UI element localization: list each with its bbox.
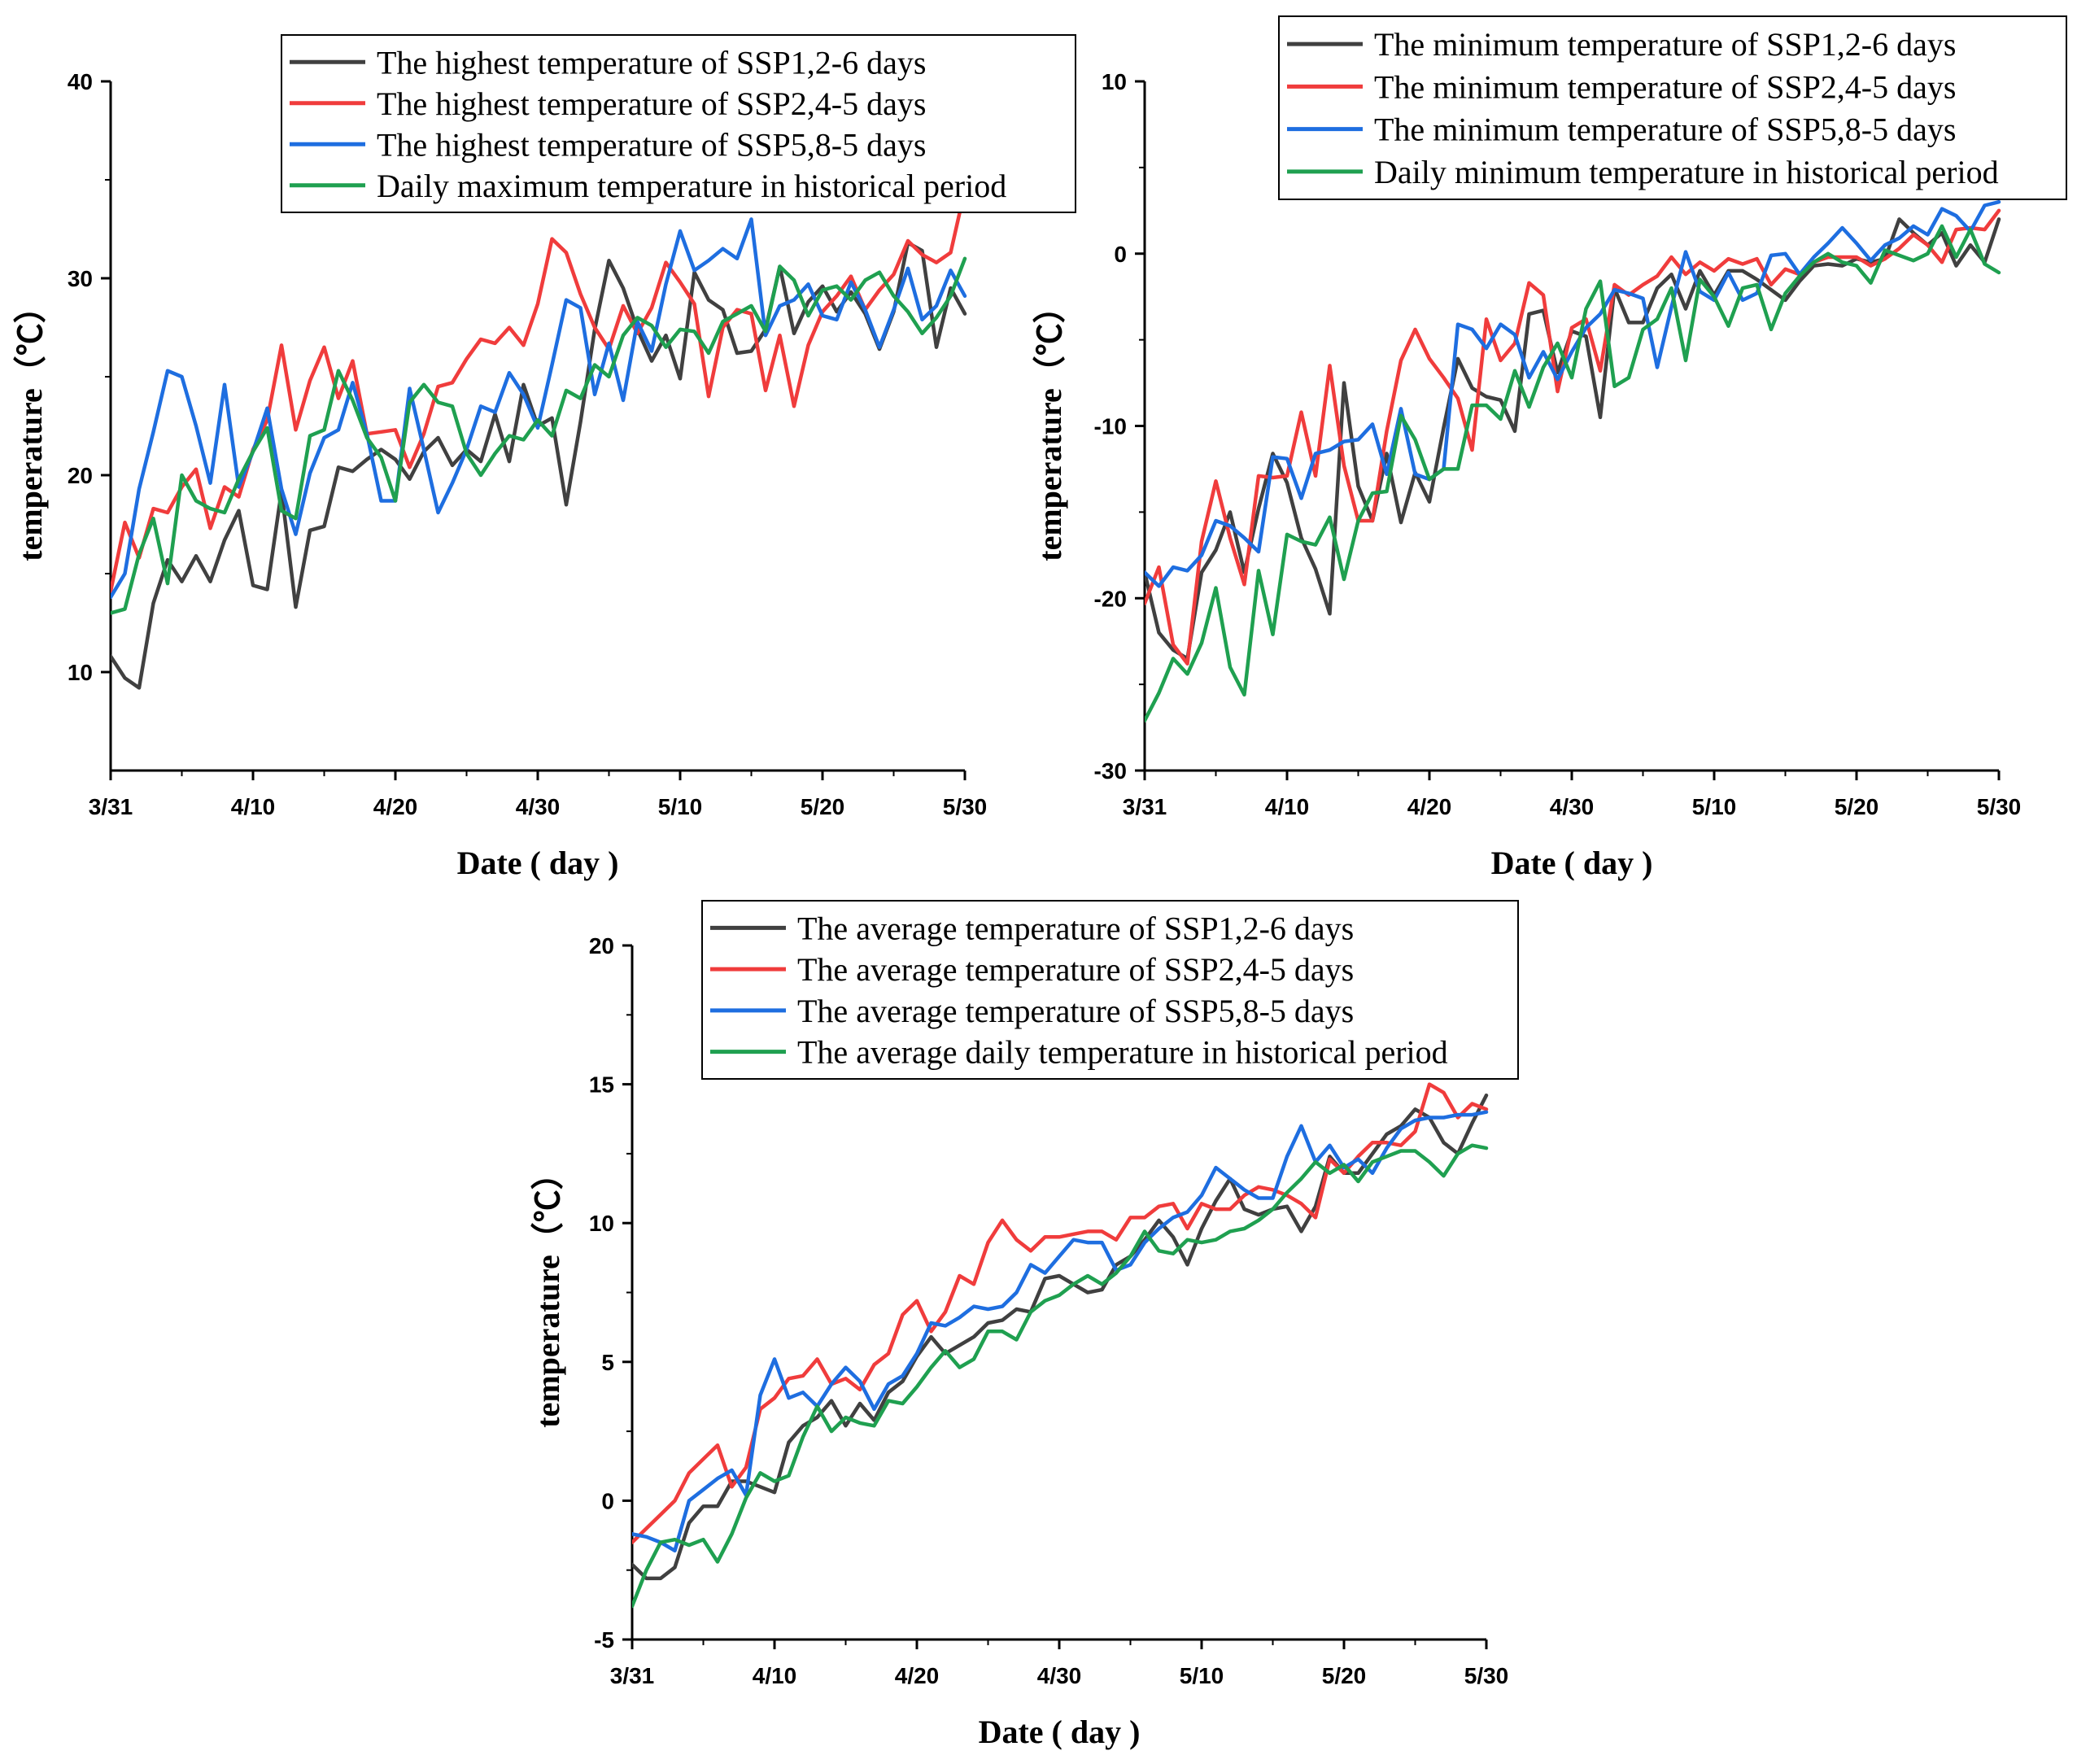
series-line-4 (111, 256, 967, 615)
x-tick-label: 5/10 (658, 794, 703, 819)
x-tick-label: 5/20 (1835, 794, 1879, 819)
x-tick-label: 4/10 (753, 1663, 797, 1688)
x-tick-label: 5/20 (1322, 1663, 1367, 1688)
legend-label-3: The highest temperature of SSP5,8-5 days (377, 126, 926, 163)
x-tick-label: 3/31 (1123, 794, 1167, 819)
y-tick-label: 30 (68, 266, 93, 291)
x-tick-label: 4/30 (1037, 1663, 1082, 1688)
legend-box (701, 900, 1519, 1080)
x-tick-label: 4/10 (231, 794, 276, 819)
x-axis-title: Date ( day ) (979, 1714, 1141, 1750)
y-tick-label: 10 (68, 660, 93, 685)
y-axis-title: temperature（℃） (1032, 290, 1068, 561)
legend-box (281, 34, 1076, 213)
y-tick-label: 40 (68, 69, 93, 94)
x-tick-label: 4/10 (1265, 794, 1310, 819)
legend-label-3: The average temperature of SSP5,8-5 days (797, 993, 1354, 1029)
y-tick-label: 15 (589, 1072, 614, 1098)
x-tick-label: 4/20 (373, 794, 418, 819)
series-line-3 (111, 217, 967, 600)
legend-label-2: The minimum temperature of SSP2,4-5 days (1374, 68, 1956, 105)
y-tick-label: 5 (601, 1350, 614, 1375)
legend-label-2: The average temperature of SSP2,4-5 days (797, 951, 1354, 988)
y-axis-title: temperature（℃） (530, 1157, 566, 1428)
legend: The minimum temperature of SSP1,2-6 days… (1278, 15, 2067, 200)
y-tick-label: 0 (601, 1488, 614, 1513)
x-tick-label: 5/30 (1977, 794, 2022, 819)
y-tick-label: 20 (68, 463, 93, 488)
x-tick-label: 5/30 (1464, 1663, 1509, 1688)
series-line-4 (632, 1143, 1489, 1609)
y-tick-label: 20 (589, 933, 614, 958)
max-temperature-chart: 10 20 30 40 3/31 4/10 4/20 4/30 5/10 5/20 5/30 Date… (12, 34, 1076, 881)
x-tick-label: 5/10 (1180, 1663, 1224, 1688)
y-tick-label: 10 (1102, 69, 1127, 94)
x-tick-label: 4/30 (1550, 794, 1595, 819)
legend: The average temperature of SSP1,2-6 days… (701, 900, 1519, 1080)
legend-label-4: Daily minimum temperature in historical … (1374, 154, 1999, 190)
legend-label-1: The average temperature of SSP1,2-6 days (797, 910, 1354, 946)
x-axis-title: Date ( day ) (1491, 845, 1653, 881)
x-tick-label: 3/31 (610, 1663, 655, 1688)
legend-label-1: The minimum temperature of SSP1,2-6 days (1374, 26, 1956, 63)
series-line-3 (1145, 199, 2001, 588)
series-line-2 (632, 1082, 1489, 1544)
legend-label-2: The highest temperature of SSP2,4-5 days (377, 85, 926, 122)
x-tick-label: 5/10 (1692, 794, 1737, 819)
x-tick-label: 4/20 (895, 1663, 940, 1688)
x-axis-title: Date ( day ) (457, 845, 619, 881)
y-tick-label: -5 (594, 1627, 614, 1653)
legend-label-4: Daily maximum temperature in historical … (377, 168, 1006, 204)
series-line-2 (111, 187, 967, 594)
y-axis-title: temperature（℃） (12, 290, 49, 561)
x-tick-label: 3/31 (89, 794, 133, 819)
series-line-1 (1145, 217, 2001, 661)
x-tick-label: 4/20 (1407, 794, 1452, 819)
x-tick-label: 5/20 (801, 794, 845, 819)
y-tick-label: -10 (1094, 414, 1127, 439)
series-line-2 (1145, 208, 2001, 666)
legend: The highest temperature of SSP1,2-6 days… (281, 34, 1076, 213)
x-tick-label: 4/30 (516, 794, 561, 819)
series-line-3 (632, 1110, 1489, 1553)
x-tick-label: 5/30 (943, 794, 988, 819)
y-tick-label: -20 (1094, 586, 1127, 611)
series-line-1 (111, 241, 967, 690)
min-temperature-chart: -30 -20 -10 0 10 3/31 4/10 4/20 4/30 5/10 5/20 5/30… (1032, 15, 2067, 881)
y-tick-label: -30 (1094, 758, 1127, 784)
series-line-1 (632, 1093, 1489, 1581)
legend-label-3: The minimum temperature of SSP5,8-5 days (1374, 111, 1956, 148)
series-line-4 (1145, 224, 2001, 723)
y-tick-label: 10 (589, 1211, 614, 1236)
legend-box (1278, 15, 2067, 200)
legend-label-4: The average daily temperature in histori… (797, 1034, 1448, 1071)
legend-label-1: The highest temperature of SSP1,2-6 days (377, 44, 926, 81)
avg-temperature-chart: -5 0 5 10 15 20 3/31 4/10 4/20 4/30 5/10 5/20 5/30 Da… (530, 900, 1519, 1750)
y-tick-label: 0 (1114, 242, 1127, 267)
